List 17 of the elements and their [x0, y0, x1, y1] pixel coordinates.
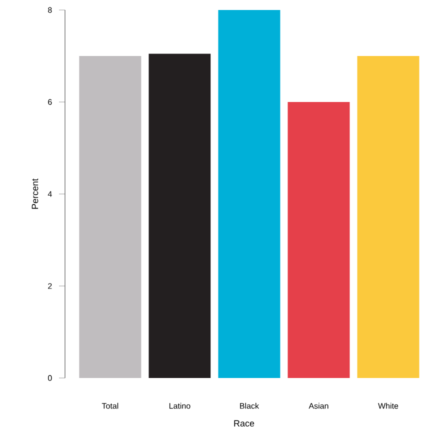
y-axis-title: Percent — [32, 178, 38, 209]
y-tick-label: 0 — [48, 375, 52, 381]
x-tick-label: Total — [102, 402, 118, 409]
bar — [357, 56, 420, 378]
bar — [288, 102, 350, 378]
y-tick-label: 8 — [48, 7, 52, 13]
y-tick-label: 4 — [48, 191, 52, 197]
x-tick-label: White — [378, 402, 398, 409]
x-axis-title: Race — [234, 420, 254, 427]
bar — [148, 54, 211, 378]
x-tick-label: Black — [240, 402, 260, 409]
bar — [79, 56, 142, 378]
bar — [218, 10, 280, 378]
y-tick-label: 2 — [48, 283, 52, 289]
x-tick-label: Latino — [169, 402, 190, 409]
y-tick-label: 6 — [48, 99, 52, 105]
x-tick-label: Asian — [308, 402, 328, 409]
